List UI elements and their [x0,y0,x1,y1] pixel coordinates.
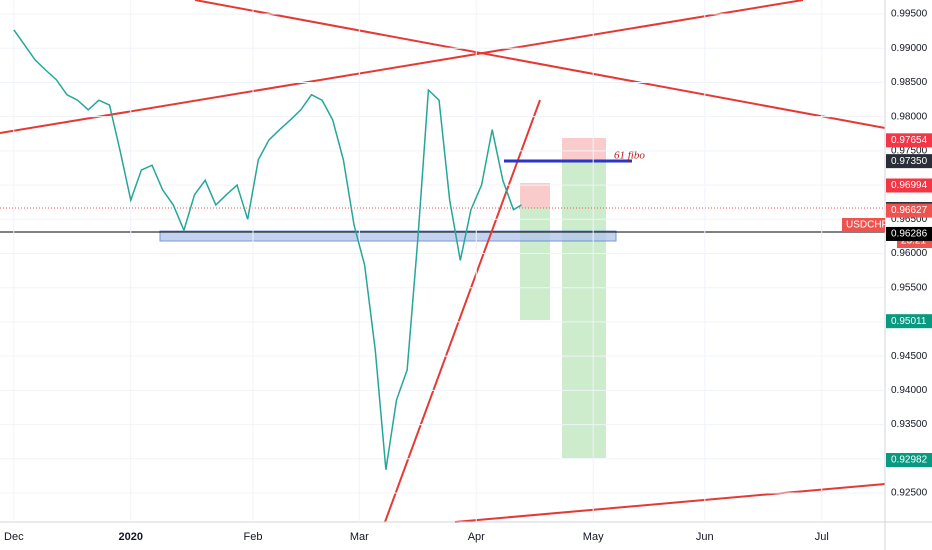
price-line [13,29,522,470]
trend-line [194,0,886,129]
price-label-bg [886,314,932,329]
price-label: 0.96286 [891,229,928,240]
price-label-bg [886,453,932,468]
trend-line [384,99,541,523]
x-tick-label: Feb [244,531,263,543]
trend-line [454,483,886,523]
y-tick-label: 0.97500 [891,146,928,157]
annotation: 61 fibo [614,150,645,162]
x-tick-label: Jun [696,531,714,543]
y-tick-label: 0.96000 [891,248,928,259]
short-target-zone [520,208,550,320]
price-label: 0.97654 [891,135,928,146]
symbol-label: USDCHF [846,220,888,231]
short-stop-zone [520,183,550,208]
y-tick-label: 0.96500 [891,214,928,225]
x-tick-label: May [583,531,604,543]
symbol-label-bg [842,218,885,232]
y-tick-label: 0.98000 [891,111,928,122]
x-tick-label: 2020 [119,531,143,543]
x-tick-label: Mar [350,531,369,543]
price-label-bg [886,133,932,148]
y-tick-label: 0.93500 [891,419,928,430]
price-label-bg [886,178,932,193]
x-tick-label: Jul [815,531,829,543]
price-label-bg [886,203,932,218]
x-tick-label: Dec [4,531,24,543]
price-label-bg [886,226,932,241]
price-label: 0.97350 [891,156,928,167]
x-tick-label: Apr [468,531,485,543]
y-tick-label: 0.92500 [891,488,928,499]
support-zone [159,230,617,242]
short-stop-zone [562,138,606,162]
countdown: 23:21 [901,236,926,247]
y-tick-label: 0.94000 [891,385,928,396]
price-label: 0.96994 [891,180,928,191]
price-label: 0.96627 [891,205,928,216]
y-tick-label: 0.95500 [891,282,928,293]
y-tick-label: 0.94500 [891,351,928,362]
y-tick-label: 0.99500 [891,9,928,20]
short-target-zone [562,162,606,458]
y-tick-label: 0.98500 [891,77,928,88]
price-label: 0.92982 [891,455,928,466]
trend-line [0,0,804,134]
price-label: 0.95011 [891,316,927,327]
price-label-bg [886,154,932,169]
y-tick-label: 0.99000 [891,43,928,54]
